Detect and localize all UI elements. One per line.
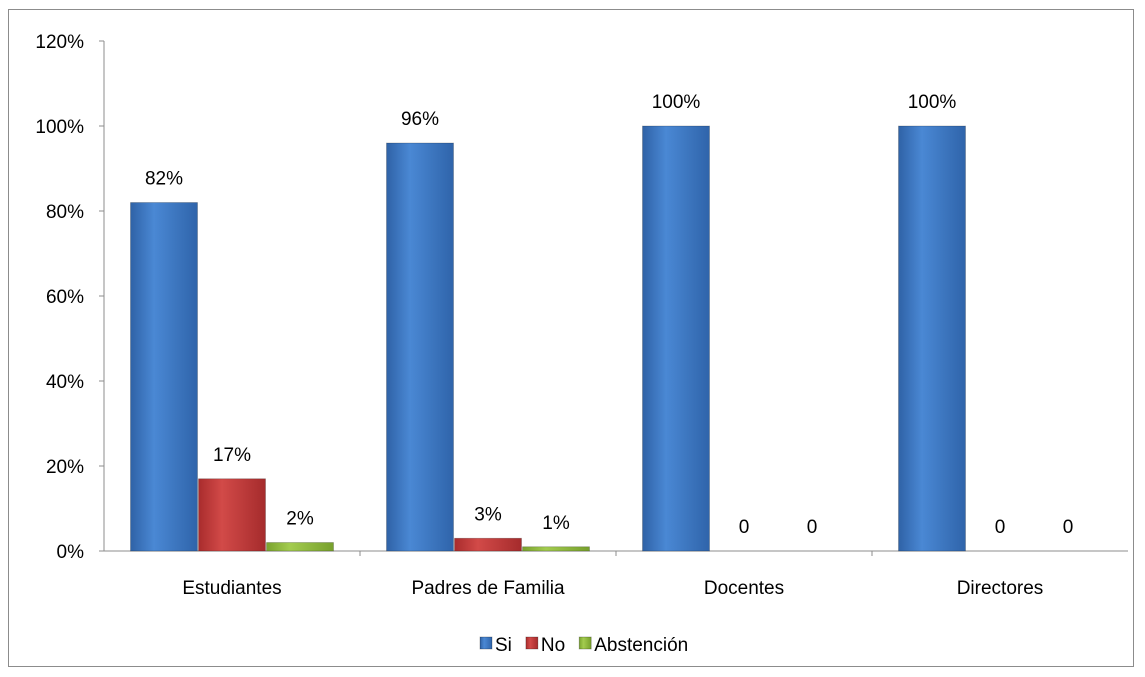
y-tick-label: 40%: [46, 372, 84, 393]
y-tick-label: 120%: [35, 32, 84, 53]
y-tick-label: 60%: [46, 287, 84, 308]
legend-item-abstenci-n: Abstención: [578, 635, 688, 656]
x-axis: Estudiantes Padres de Familia Docentes Dire…: [104, 550, 1128, 599]
bar-si-directores: [898, 125, 966, 552]
legend-swatch: [479, 636, 493, 650]
bar-si-estudiantes: [130, 202, 198, 552]
data-label: 96%: [401, 109, 439, 130]
legend-item-no: No: [525, 635, 565, 656]
bar-abstenci-n-padres-de-familia: [522, 546, 590, 552]
x-tick-label: Directores: [957, 578, 1044, 599]
legend-swatch: [525, 636, 539, 650]
data-label: 0: [1063, 517, 1074, 538]
y-tick-label: 20%: [46, 457, 84, 478]
data-label: 100%: [652, 92, 701, 113]
legend-swatch: [578, 636, 592, 650]
legend-item-si: Si: [479, 635, 512, 656]
bar-si-docentes: [642, 125, 710, 552]
bar-si-padres-de-familia: [386, 142, 454, 552]
bars: [130, 125, 966, 552]
x-tick-label: Docentes: [704, 578, 784, 599]
data-label: 100%: [908, 92, 957, 113]
y-tick-label: 100%: [35, 117, 84, 138]
legend-label: No: [541, 635, 565, 656]
legend-label: Abstención: [594, 635, 688, 656]
y-axis: 0% 20% 40% 60% 80% 100% 120%: [35, 32, 105, 563]
data-label: 17%: [213, 445, 251, 466]
y-tick-label: 80%: [46, 202, 84, 223]
data-label: 3%: [474, 504, 502, 525]
legend: Si No Abstención: [479, 635, 688, 656]
bar-abstenci-n-estudiantes: [266, 542, 334, 552]
y-tick-label: 0%: [57, 542, 85, 563]
data-label: 0: [739, 517, 750, 538]
bar-no-estudiantes: [198, 478, 266, 552]
data-label: 1%: [542, 513, 570, 534]
data-label: 0: [995, 517, 1006, 538]
x-tick-label: Estudiantes: [182, 578, 281, 599]
data-labels: 82% 17% 2% 96% 3% 1% 100% 0 0 100% 0 0: [145, 92, 1073, 538]
bar-no-padres-de-familia: [454, 537, 522, 552]
x-tick-label: Padres de Familia: [411, 578, 565, 599]
data-label: 82%: [145, 169, 183, 190]
data-label: 2%: [286, 509, 314, 530]
legend-label: Si: [495, 635, 512, 656]
data-label: 0: [807, 517, 818, 538]
